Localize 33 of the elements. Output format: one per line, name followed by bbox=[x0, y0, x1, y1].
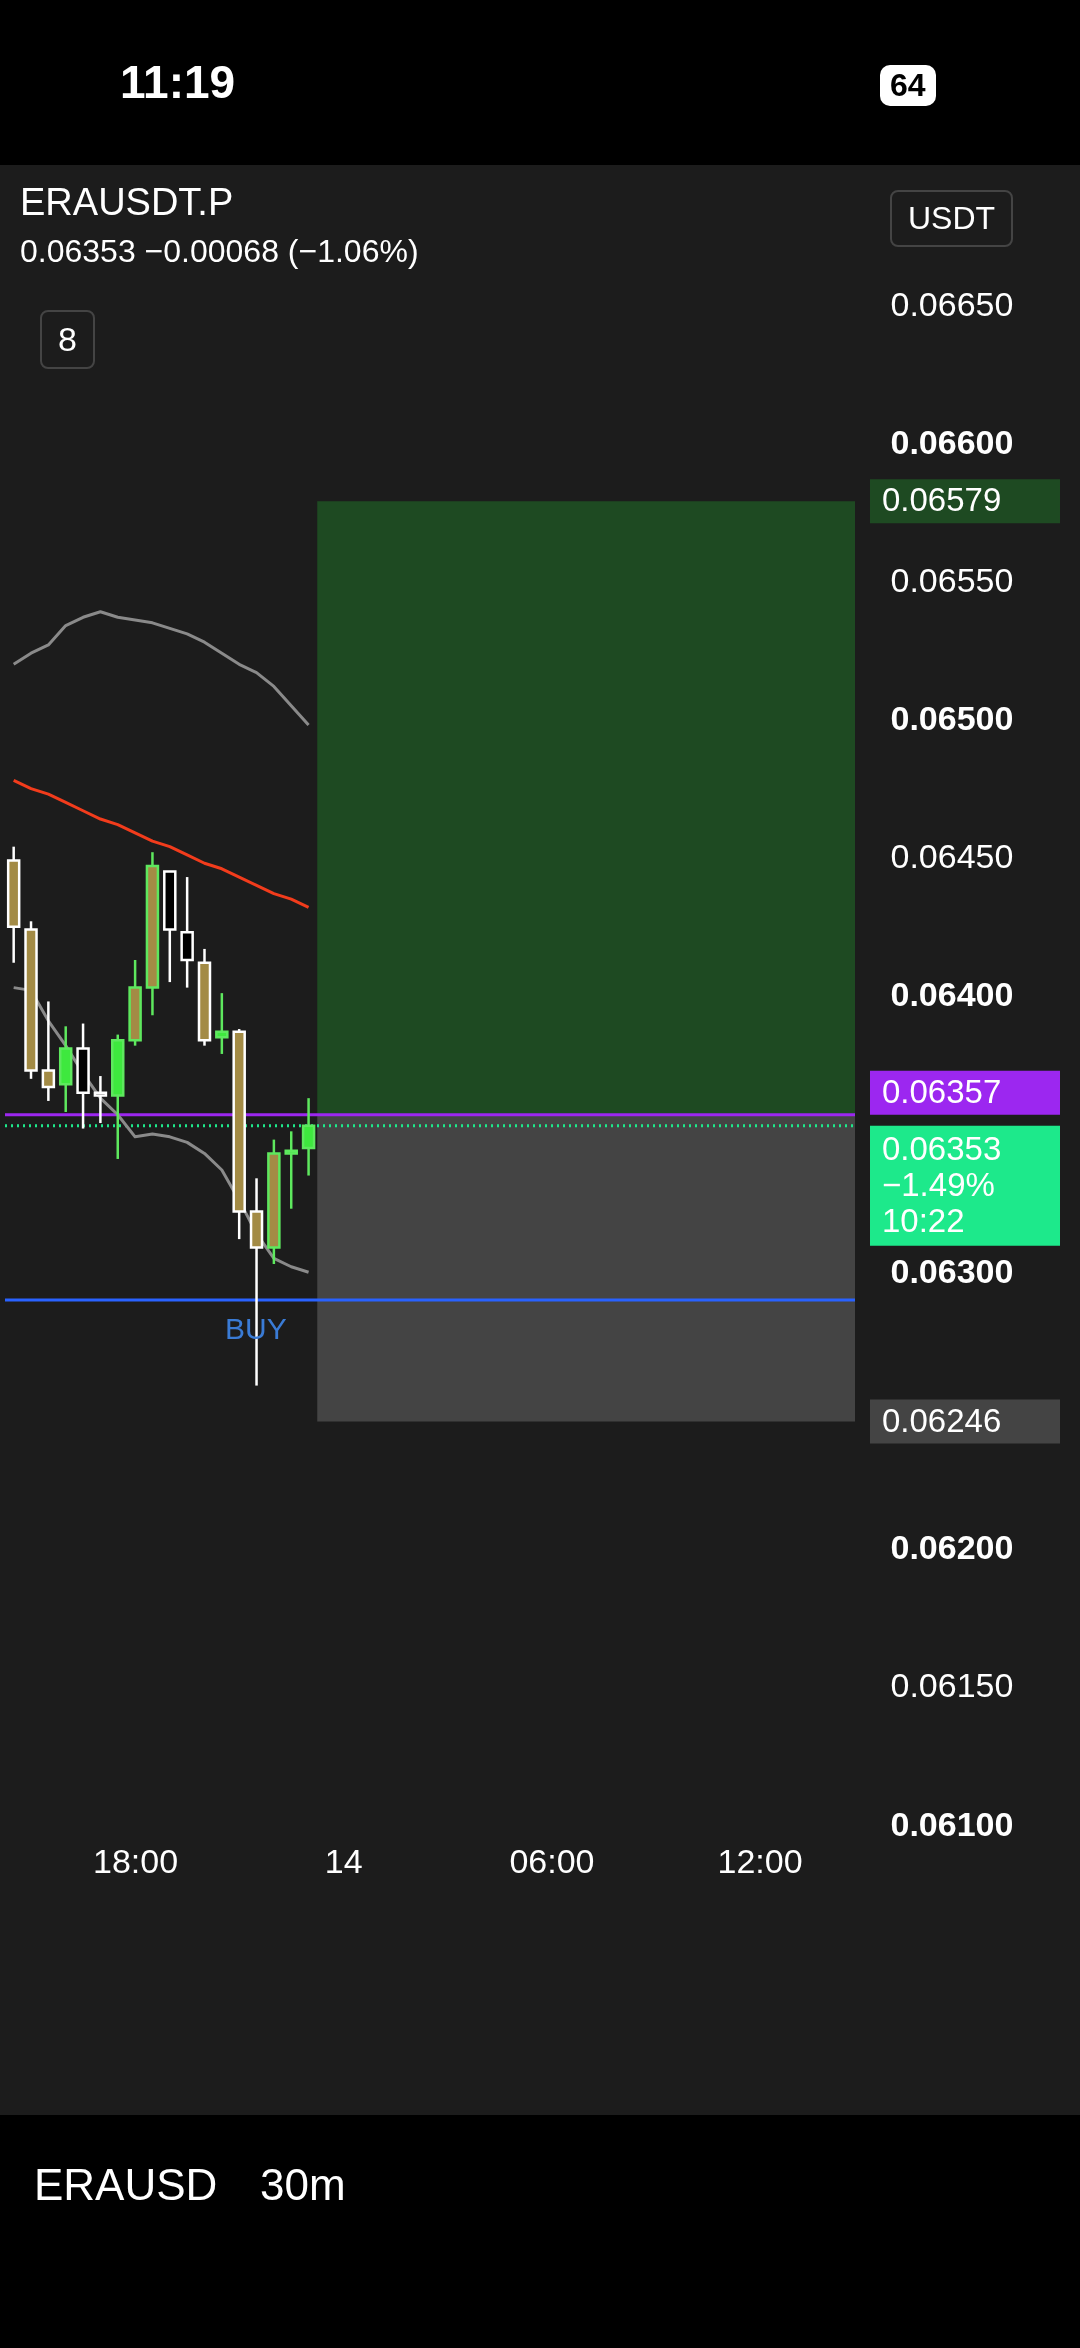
y-tick-label: 0.06600 bbox=[890, 422, 1014, 461]
text: 11:19 bbox=[120, 55, 236, 109]
text: 30m bbox=[260, 2160, 346, 2210]
y-tick-label: 0.06450 bbox=[890, 837, 1014, 876]
x-tick-label: 18:00 bbox=[93, 1841, 179, 1880]
chart-title: ERAUSDT.P bbox=[20, 181, 234, 223]
ref-line-label: 0.06357 bbox=[882, 1072, 1002, 1110]
band-label: 0.06579 bbox=[882, 481, 1002, 519]
line-series bbox=[12, 778, 311, 909]
ref-line-label: 0.06353 −1.49% 10:22 bbox=[882, 1129, 1002, 1239]
y-tick-label: 0.06300 bbox=[890, 1251, 1014, 1290]
x-tick-label: 06:00 bbox=[509, 1841, 595, 1880]
x-tick-label: 14 bbox=[324, 1841, 363, 1880]
x-tick-label: 12:00 bbox=[717, 1841, 803, 1880]
y-tick-label: 0.06100 bbox=[890, 1804, 1014, 1843]
annotation: 8 bbox=[40, 310, 95, 369]
candlestick bbox=[215, 991, 229, 1056]
y-tick-label: 0.06650 bbox=[890, 284, 1014, 323]
y-tick-label: 0.06150 bbox=[890, 1666, 1014, 1705]
y-tick-label: 0.06500 bbox=[890, 699, 1014, 738]
line-series bbox=[12, 610, 311, 727]
y-tick-label: 0.06200 bbox=[890, 1528, 1014, 1567]
text: ERAUSD bbox=[34, 2160, 218, 2210]
y-tick-label: 0.06400 bbox=[890, 975, 1014, 1014]
candlestick bbox=[93, 1074, 108, 1125]
band-label: 0.06246 bbox=[882, 1401, 1002, 1439]
text: 64 bbox=[880, 65, 936, 106]
chart-subtitle: 0.06353 −0.00068 (−1.06%) bbox=[20, 233, 419, 269]
candlestick bbox=[284, 1130, 298, 1210]
candlestick bbox=[41, 1000, 56, 1103]
text: USDT bbox=[890, 190, 1014, 247]
candlestick bbox=[301, 1096, 316, 1177]
y-tick-label: 0.06550 bbox=[890, 560, 1014, 599]
